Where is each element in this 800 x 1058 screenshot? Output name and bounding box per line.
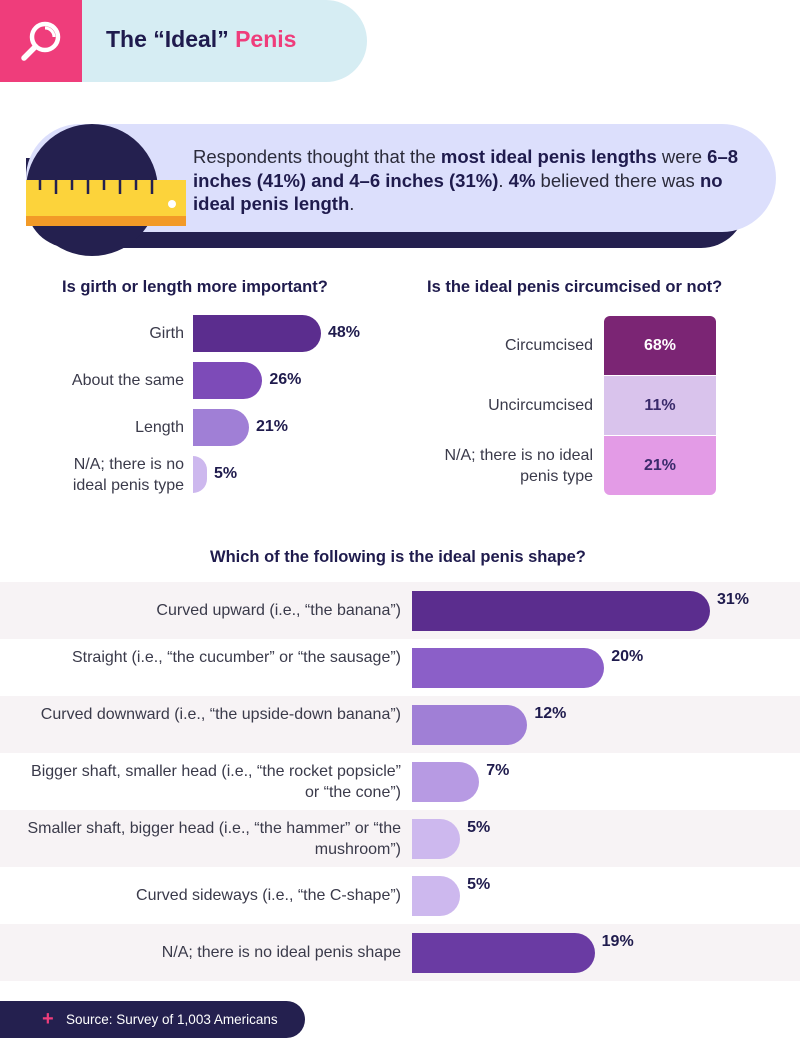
value-label: 26% [269, 370, 302, 388]
category-label: Girth [149, 325, 184, 342]
value-label: 7% [486, 761, 510, 779]
value-label: 5% [467, 875, 491, 893]
category-label: Straight (i.e., “the cucumber” or “the s… [71, 648, 401, 666]
magnifier-icon [0, 0, 82, 82]
category-label: About the same [71, 372, 184, 389]
category-label: N/A; there is no ideal penis type [444, 446, 593, 485]
stack-segment: 21% [604, 436, 716, 495]
category-label: N/A; there is no ideal penis type [72, 455, 184, 494]
row-background [0, 810, 800, 867]
bar [412, 704, 528, 745]
banner-text: Respondents thought that the most ideal … [193, 146, 739, 214]
chart2-title: Is the ideal penis circumcised or not? [427, 278, 723, 296]
plus-icon: + [42, 1008, 54, 1030]
category-label: Curved downward (i.e., “the upside-down … [40, 705, 401, 723]
row-background [0, 924, 800, 981]
value-label: 5% [467, 818, 491, 836]
bar [193, 409, 249, 446]
bar [412, 647, 605, 688]
category-label: N/A; there is no ideal penis shape [161, 944, 401, 961]
chart1-title: Is girth or length more important? [62, 278, 328, 296]
row-background [0, 696, 800, 753]
bar [412, 875, 461, 916]
category-label: Circumcised [504, 337, 593, 354]
title-accent: Penis [235, 26, 297, 52]
bar [412, 761, 480, 802]
stack-segment: 68% [604, 316, 716, 375]
category-label: Uncircumcised [488, 397, 593, 414]
value-label: 5% [214, 464, 238, 482]
category-label: Bigger shaft, smaller head (i.e., “the r… [31, 762, 401, 801]
stack-segment: 11% [604, 376, 716, 435]
value-label: 19% [601, 932, 634, 950]
category-label: Curved sideways (i.e., “the C-shape”) [136, 887, 401, 904]
chart3-title: Which of the following is the ideal peni… [210, 548, 586, 566]
category-label: Smaller shaft, bigger head (i.e., “the h… [27, 819, 402, 858]
footer-pill [0, 1001, 305, 1038]
value-label: 21% [256, 417, 289, 435]
ruler-icon [26, 180, 186, 226]
page-title: The “Ideal” Penis [106, 26, 296, 53]
value-label: 48% [328, 323, 361, 341]
bar [193, 362, 263, 399]
value-label: 20% [611, 647, 644, 665]
bar [412, 818, 461, 859]
category-label: Curved upward (i.e., “the banana”) [156, 602, 401, 619]
bar [412, 932, 595, 973]
source-note: Source: Survey of 1,003 Americans [66, 1012, 278, 1027]
bar [193, 315, 321, 352]
value-label: 12% [534, 704, 567, 722]
title-text: The “Ideal” [106, 26, 236, 52]
bar [193, 456, 207, 493]
value-label: 31% [717, 590, 750, 608]
category-label: Length [135, 419, 184, 436]
bar [412, 590, 710, 631]
